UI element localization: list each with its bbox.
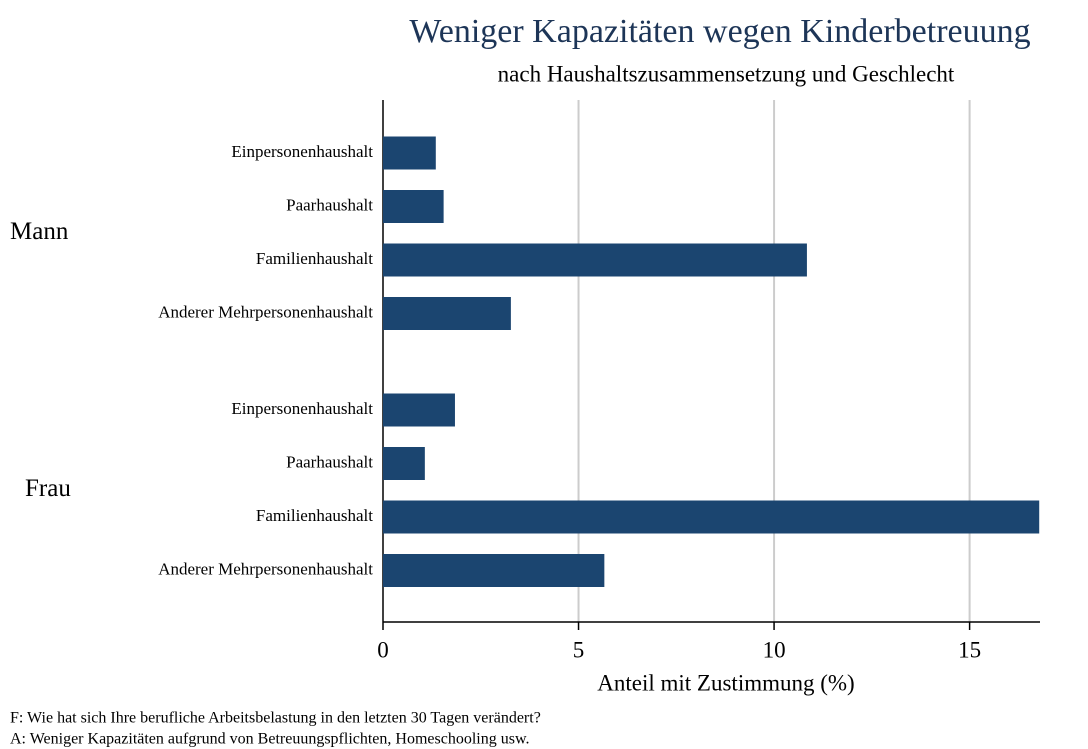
bar — [383, 243, 807, 277]
x-axis-label: Anteil mit Zustimmung (%) — [597, 670, 854, 695]
bar — [383, 393, 455, 427]
bar — [383, 190, 444, 223]
bar — [383, 447, 425, 480]
note: F: Wie hat sich Ihre berufliche Arbeitsb… — [10, 710, 541, 727]
y-tick-label: Anderer Mehrpersonenhaushalt — [158, 559, 373, 578]
bar — [383, 136, 436, 170]
bar — [383, 500, 1040, 534]
y-tick-label: Einpersonenhaushalt — [231, 399, 373, 418]
y-tick-label: Einpersonenhaushalt — [231, 142, 373, 161]
bar — [383, 297, 511, 330]
bar — [383, 554, 605, 587]
x-tick-label: 5 — [573, 637, 585, 662]
group-label: Mann — [10, 218, 69, 245]
y-tick-label: Familienhaushalt — [256, 249, 373, 268]
note: A: Weniger Kapazitäten aufgrund von Betr… — [10, 731, 529, 748]
chart-title: Weniger Kapazitäten wegen Kinderbetreuun… — [409, 13, 1030, 50]
y-tick-label: Familienhaushalt — [256, 506, 373, 525]
group-label: Frau — [25, 475, 71, 502]
y-tick-label: Paarhaushalt — [286, 452, 373, 471]
x-tick-label: 0 — [377, 637, 389, 662]
y-tick-label: Paarhaushalt — [286, 195, 373, 214]
x-tick-label: 10 — [763, 637, 786, 662]
chart-subtitle: nach Haushaltszusammensetzung und Geschl… — [498, 61, 955, 86]
y-tick-label: Anderer Mehrpersonenhaushalt — [158, 302, 373, 321]
x-tick-label: 15 — [958, 637, 981, 662]
